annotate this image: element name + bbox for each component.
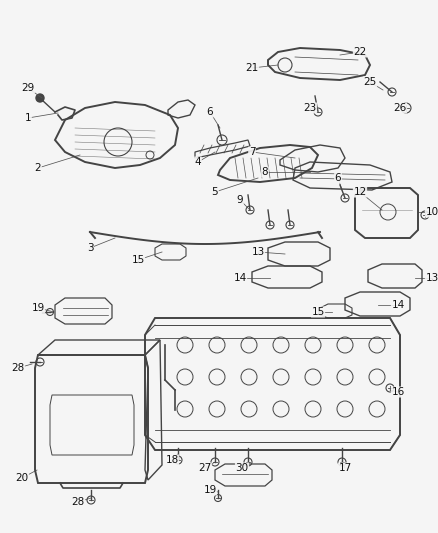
Text: 19: 19	[203, 485, 217, 495]
Text: 6: 6	[335, 173, 341, 183]
Text: 2: 2	[35, 163, 41, 173]
Text: 9: 9	[237, 195, 244, 205]
Text: 16: 16	[392, 387, 405, 397]
Circle shape	[36, 94, 44, 102]
Text: 28: 28	[11, 363, 25, 373]
Text: 1: 1	[25, 113, 31, 123]
Text: 22: 22	[353, 47, 367, 57]
Text: 23: 23	[304, 103, 317, 113]
Text: 7: 7	[249, 147, 255, 157]
Text: 6: 6	[207, 107, 213, 117]
Text: 25: 25	[364, 77, 377, 87]
Text: 4: 4	[194, 157, 201, 167]
Text: 29: 29	[21, 83, 35, 93]
Text: 12: 12	[353, 187, 367, 197]
Text: 14: 14	[233, 273, 247, 283]
Text: 15: 15	[311, 307, 325, 317]
Text: 14: 14	[392, 300, 405, 310]
Text: 28: 28	[71, 497, 85, 507]
Text: 13: 13	[251, 247, 265, 257]
Text: 18: 18	[166, 455, 179, 465]
Text: 10: 10	[425, 207, 438, 217]
Text: 15: 15	[131, 255, 145, 265]
Text: 30: 30	[236, 463, 248, 473]
Text: 8: 8	[261, 167, 268, 177]
Text: 27: 27	[198, 463, 212, 473]
Text: 3: 3	[87, 243, 93, 253]
Text: 5: 5	[212, 187, 218, 197]
Text: 19: 19	[32, 303, 45, 313]
Text: 13: 13	[425, 273, 438, 283]
Text: 26: 26	[393, 103, 406, 113]
Text: 21: 21	[245, 63, 258, 73]
Text: 17: 17	[339, 463, 352, 473]
Text: 20: 20	[15, 473, 28, 483]
